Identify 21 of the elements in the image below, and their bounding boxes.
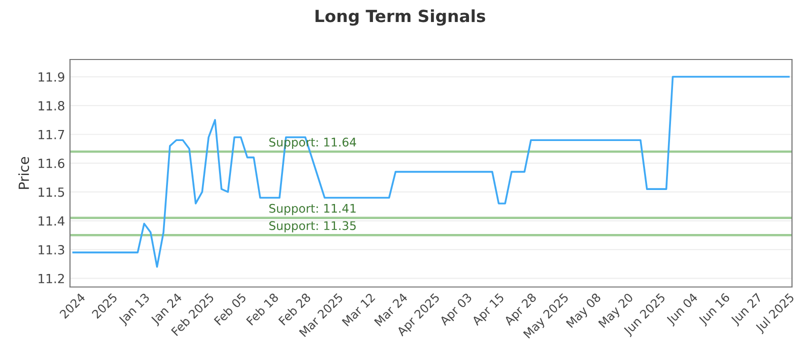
ref-line-label: Support: 11.41: [269, 204, 356, 216]
ref-line-label: Support: 11.35: [269, 221, 356, 232]
y-tick-label: 11.9: [38, 72, 64, 82]
x-tick-label: Jun 16: [698, 292, 732, 327]
x-tick-label: Feb 05: [214, 292, 247, 326]
y-tick-label: 11.3: [38, 245, 64, 254]
x-tick-label: Apr 15: [471, 292, 506, 328]
x-tick-label: Jun 04: [665, 292, 700, 327]
y-axis-title: Price: [18, 157, 30, 189]
y-tick-label: 11.5: [38, 188, 64, 197]
y-tick-label: 11.8: [38, 101, 64, 111]
x-tick-label: Mar 12: [342, 292, 376, 327]
line-series: [72, 76, 790, 268]
x-tick-label: Jan 13: [118, 292, 152, 326]
chart-title: Long Term Signals: [316, 9, 486, 26]
y-tick-label: 11.7: [38, 130, 64, 140]
y-tick-label: 11.4: [38, 216, 64, 226]
x-tick-label: Feb 18: [246, 292, 279, 326]
y-tick-label: 11.6: [38, 158, 64, 168]
y-tick-label: 11.2: [38, 274, 64, 284]
x-tick-label: Apr 03: [438, 292, 474, 328]
